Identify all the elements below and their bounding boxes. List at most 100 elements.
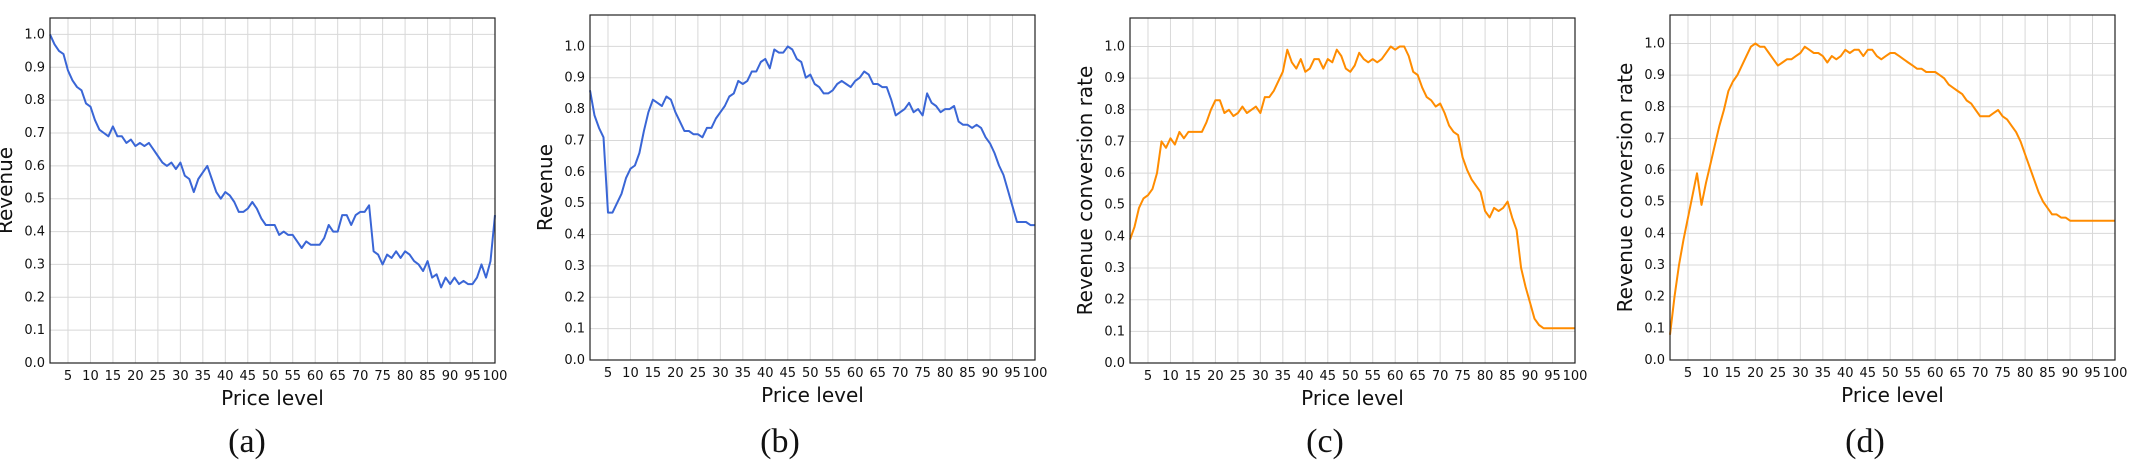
y-tick-label: 0.3 — [1104, 261, 1125, 276]
y-tick-label: 0.0 — [1104, 356, 1125, 371]
y-tick-label: 1.0 — [24, 27, 45, 42]
panel-caption: (b) — [760, 423, 800, 460]
y-tick-label: 0.4 — [564, 228, 585, 243]
x-tick-label: 50 — [1342, 369, 1359, 384]
y-tick-label: 0.5 — [24, 192, 45, 207]
y-tick-label: 0.8 — [1644, 100, 1665, 115]
x-tick-label: 55 — [1364, 369, 1381, 384]
x-tick-label: 40 — [1837, 366, 1854, 381]
panel-caption: (a) — [228, 423, 266, 460]
series-line — [1129, 45, 1575, 330]
x-tick-label: 60 — [1927, 366, 1944, 381]
y-tick-label: 0.1 — [564, 322, 585, 337]
x-tick-label: 30 — [1252, 369, 1269, 384]
x-tick-label: 75 — [1994, 366, 2011, 381]
y-tick-label: 0.7 — [24, 126, 45, 141]
y-tick-label: 0.2 — [24, 290, 45, 305]
x-tick-label: 35 — [1275, 369, 1292, 384]
x-tick-label: 35 — [195, 369, 212, 384]
y-tick-label: 0.5 — [1644, 195, 1665, 210]
x-tick-label: 5 — [1684, 366, 1692, 381]
y-tick-label: 0.6 — [564, 165, 585, 180]
y-tick-label: 0.9 — [24, 60, 45, 75]
x-tick-label: 30 — [172, 369, 189, 384]
x-tick-label: 90 — [1522, 369, 1539, 384]
x-tick-label: 90 — [2062, 366, 2079, 381]
x-tick-label: 5 — [604, 366, 612, 381]
x-tick-label: 100 — [483, 369, 508, 384]
y-tick-label: 1.0 — [1644, 36, 1665, 51]
x-tick-label: 10 — [1702, 366, 1719, 381]
x-tick-label: 15 — [1185, 369, 1202, 384]
series-line — [589, 45, 1035, 227]
x-tick-label: 65 — [1949, 366, 1966, 381]
y-tick-label: 0.4 — [1644, 226, 1665, 241]
x-tick-label: 30 — [1792, 366, 1809, 381]
y-tick-label: 0.0 — [24, 356, 45, 371]
x-tick-label: 85 — [419, 369, 436, 384]
y-tick-label: 1.0 — [1104, 39, 1125, 54]
x-tick-label: 45 — [1320, 369, 1337, 384]
x-tick-label: 50 — [262, 369, 279, 384]
plot-frame — [49, 17, 496, 364]
x-tick-label: 35 — [1815, 366, 1832, 381]
y-axis-label: Revenue conversion rate — [1613, 63, 1637, 313]
x-tick-label: 65 — [329, 369, 346, 384]
y-tick-label: 0.3 — [24, 257, 45, 272]
y-tick-label: 1.0 — [564, 39, 585, 54]
y-tick-label: 0.5 — [564, 196, 585, 211]
x-tick-label: 10 — [622, 366, 639, 381]
x-tick-label: 35 — [735, 366, 752, 381]
series-line — [1669, 42, 2115, 335]
x-tick-label: 10 — [1162, 369, 1179, 384]
x-tick-label: 60 — [1387, 369, 1404, 384]
x-tick-label: 40 — [757, 366, 774, 381]
x-tick-label: 20 — [667, 366, 684, 381]
x-tick-label: 90 — [982, 366, 999, 381]
y-tick-label: 0.2 — [564, 290, 585, 305]
x-tick-label: 95 — [2084, 366, 2101, 381]
y-tick-label: 0.7 — [564, 133, 585, 148]
y-tick-label: 0.9 — [564, 71, 585, 86]
x-axis-label: Price level — [221, 386, 324, 410]
y-tick-label: 0.2 — [1104, 293, 1125, 308]
x-tick-label: 45 — [780, 366, 797, 381]
x-tick-label: 20 — [127, 369, 144, 384]
x-tick-label: 95 — [464, 369, 481, 384]
y-tick-label: 0.8 — [1104, 103, 1125, 118]
x-tick-label: 65 — [869, 366, 886, 381]
x-tick-label: 80 — [937, 366, 954, 381]
x-tick-label: 55 — [284, 369, 301, 384]
x-axis-label: Price level — [1301, 386, 1404, 410]
series-line — [49, 33, 496, 289]
x-tick-label: 95 — [1004, 366, 1021, 381]
y-tick-label: 0.0 — [564, 353, 585, 368]
chart-panel-1: 5 10 15 20 25 30 35 40 45 50 55 60 65 70 75 80 85 90 95 100… — [0, 17, 508, 460]
y-tick-label: 0.6 — [1104, 166, 1125, 181]
y-tick-label: 0.7 — [1644, 131, 1665, 146]
x-tick-label: 80 — [2017, 366, 2034, 381]
y-tick-label: 0.4 — [24, 225, 45, 240]
x-tick-label: 65 — [1409, 369, 1426, 384]
x-tick-label: 25 — [690, 366, 707, 381]
x-tick-label: 70 — [1972, 366, 1989, 381]
x-tick-label: 40 — [217, 369, 234, 384]
x-tick-label: 25 — [150, 369, 167, 384]
y-tick-label: 0.3 — [564, 259, 585, 274]
y-tick-label: 0.6 — [24, 159, 45, 174]
x-tick-label: 70 — [892, 366, 909, 381]
y-tick-label: 0.9 — [1104, 71, 1125, 86]
x-tick-label: 15 — [645, 366, 662, 381]
y-tick-label: 0.1 — [1644, 321, 1665, 336]
x-tick-label: 25 — [1770, 366, 1787, 381]
chart-panel-4: 5 10 15 20 25 30 35 40 45 50 55 60 65 70 75 80 85 90 95 100… — [1613, 14, 2127, 460]
x-tick-label: 50 — [802, 366, 819, 381]
plot-frame — [589, 14, 1036, 361]
y-tick-label: 0.4 — [1104, 229, 1125, 244]
x-tick-label: 15 — [1725, 366, 1742, 381]
x-tick-label: 75 — [914, 366, 931, 381]
x-tick-label: 70 — [1432, 369, 1449, 384]
x-tick-label: 75 — [1454, 369, 1471, 384]
y-axis-label: Revenue conversion rate — [1073, 66, 1097, 316]
